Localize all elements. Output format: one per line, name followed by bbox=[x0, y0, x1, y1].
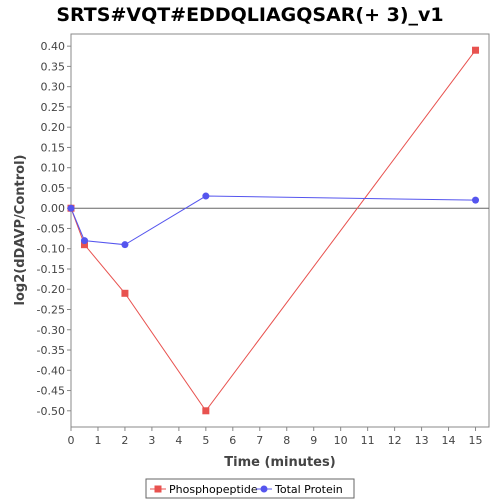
x-tick-label: 7 bbox=[256, 434, 263, 447]
y-tick-label: 0.35 bbox=[41, 60, 66, 73]
data-point-0 bbox=[472, 46, 480, 54]
y-tick-label: -0.15 bbox=[37, 263, 65, 276]
x-tick-label: 4 bbox=[175, 434, 182, 447]
x-tick-label: 6 bbox=[229, 434, 236, 447]
y-tick-label: -0.05 bbox=[37, 222, 65, 235]
y-tick-label: 0.10 bbox=[41, 162, 66, 175]
y-tick-label: -0.40 bbox=[37, 364, 65, 377]
x-tick-label: 0 bbox=[68, 434, 75, 447]
x-tick-label: 9 bbox=[310, 434, 317, 447]
x-tick-label: 14 bbox=[442, 434, 456, 447]
data-point-0 bbox=[202, 407, 210, 415]
y-tick-label: 0.15 bbox=[41, 141, 66, 154]
y-tick-label: 0.00 bbox=[41, 202, 66, 215]
legend-marker bbox=[260, 485, 268, 493]
series-layer bbox=[67, 46, 480, 415]
x-tick-label: 11 bbox=[361, 434, 375, 447]
x-tick-label: 8 bbox=[283, 434, 290, 447]
y-tick-label: -0.20 bbox=[37, 283, 65, 296]
data-point-1 bbox=[472, 196, 480, 204]
y-tick-label: -0.50 bbox=[37, 405, 65, 418]
data-point-1 bbox=[80, 237, 88, 245]
y-tick-label: -0.30 bbox=[37, 324, 65, 337]
x-tick-label: 15 bbox=[469, 434, 483, 447]
data-point-0 bbox=[121, 289, 129, 297]
y-tick-label: 0.40 bbox=[41, 40, 66, 53]
legend-label: Phosphopeptide bbox=[169, 483, 258, 496]
x-tick-label: 12 bbox=[388, 434, 402, 447]
y-tick-label: 0.20 bbox=[41, 121, 66, 134]
y-axis-label: log2(dDAVP/Control) bbox=[13, 155, 28, 306]
y-axis: 0.40 0.35 0.30 0.25 0.20 0.15 0.10 0.05 0.00 -0.0… bbox=[37, 40, 71, 418]
legend: Phosphopeptide Total Protein bbox=[145, 478, 355, 499]
legend-label: Total Protein bbox=[274, 483, 343, 496]
data-point-1 bbox=[121, 241, 129, 249]
y-tick-label: -0.45 bbox=[37, 385, 65, 398]
x-tick-label: 3 bbox=[148, 434, 155, 447]
y-tick-label: 0.25 bbox=[41, 101, 66, 114]
y-tick-label: 0.05 bbox=[41, 182, 66, 195]
chart-title: SRTS#VQT#EDDQLIAGQSAR(+ 3)_v1 bbox=[56, 4, 443, 26]
legend-box bbox=[145, 478, 355, 499]
x-tick-label: 2 bbox=[121, 434, 128, 447]
x-tick-label: 10 bbox=[334, 434, 348, 447]
data-point-1 bbox=[202, 192, 210, 200]
x-axis: 0 1 2 3 4 5 6 7 8 9 10 11 12 13 14 15 bbox=[68, 427, 483, 447]
y-tick-label: -0.25 bbox=[37, 304, 65, 317]
data-point-0 bbox=[80, 241, 88, 249]
y-tick-label: -0.10 bbox=[37, 243, 65, 256]
x-axis-label: Time (minutes) bbox=[224, 455, 335, 470]
plot-area bbox=[70, 33, 490, 428]
legend-marker bbox=[154, 485, 162, 493]
x-tick-label: 5 bbox=[202, 434, 209, 447]
x-tick-label: 13 bbox=[415, 434, 429, 447]
x-tick-label: 1 bbox=[94, 434, 101, 447]
y-tick-label: -0.35 bbox=[37, 344, 65, 357]
y-tick-label: 0.30 bbox=[41, 81, 66, 94]
data-point-1 bbox=[67, 204, 75, 212]
